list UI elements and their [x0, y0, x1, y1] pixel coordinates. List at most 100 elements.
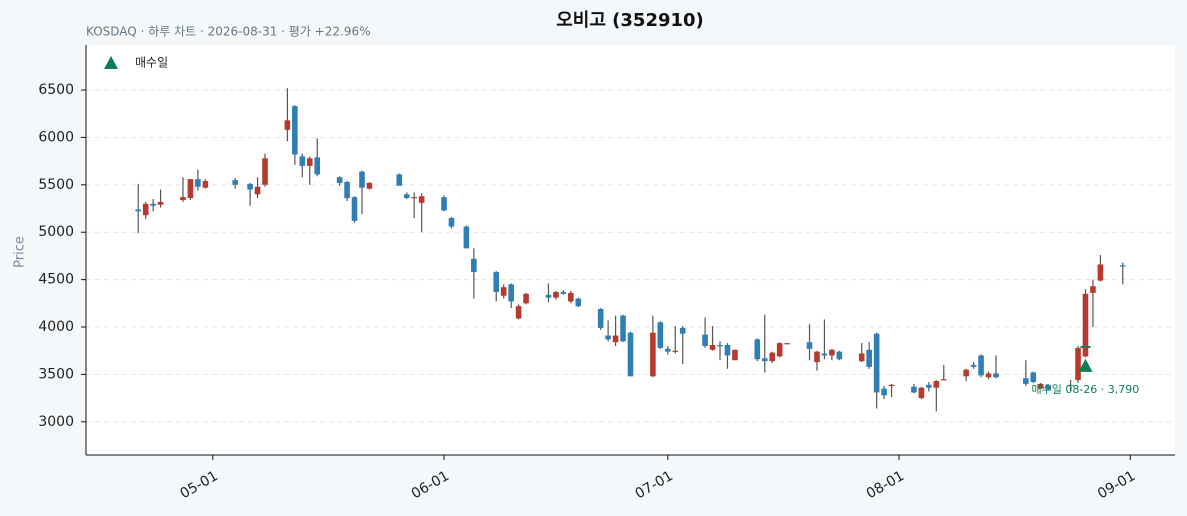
- candle-body: [918, 387, 925, 399]
- candle-body: [254, 186, 261, 195]
- x-tick-label: 07-01: [633, 468, 676, 502]
- candle-body: [545, 294, 552, 298]
- candle-body: [142, 203, 149, 216]
- candle-body: [418, 196, 425, 203]
- candle-body: [776, 343, 783, 357]
- candle-body: [664, 348, 671, 352]
- candle-body: [1090, 286, 1096, 293]
- candle-body: [403, 194, 410, 199]
- candle-body: [597, 309, 604, 328]
- candle-body: [963, 369, 969, 377]
- candles: [135, 88, 1126, 412]
- candle-body: [858, 353, 865, 362]
- candle-body: [568, 292, 574, 302]
- candle-body: [195, 179, 201, 187]
- y-tick-label: 4500: [38, 272, 74, 288]
- candle-body: [709, 345, 716, 350]
- y-tick-label: 3500: [38, 366, 74, 382]
- candle-body: [314, 157, 321, 175]
- candle-body: [605, 335, 611, 340]
- candle-body: [575, 298, 582, 307]
- candle-body: [814, 351, 820, 363]
- candle-body: [627, 332, 634, 377]
- candle-body: [553, 291, 559, 298]
- candle-body: [888, 384, 895, 387]
- candle-body: [202, 181, 209, 188]
- x-tick-label: 08-01: [864, 468, 907, 502]
- y-axis-label: Price: [13, 236, 28, 268]
- candle-body: [292, 106, 298, 155]
- plot-area: [86, 45, 1175, 455]
- candle-body: [1045, 384, 1051, 390]
- candle-body: [836, 351, 843, 360]
- candle-body: [769, 352, 776, 362]
- y-tick-label: 5000: [38, 224, 74, 240]
- legend-marker: [104, 56, 118, 69]
- candle-body: [866, 349, 872, 367]
- x-tick-label: 09-01: [1095, 468, 1138, 502]
- candle-body: [306, 158, 313, 166]
- candle-body: [657, 322, 664, 348]
- y-tick-label: 3000: [38, 414, 74, 430]
- candle-body: [1067, 384, 1074, 387]
- candle-body: [732, 349, 738, 361]
- candle-body: [150, 203, 156, 206]
- candle-body: [702, 334, 708, 346]
- candle-body: [933, 381, 940, 388]
- candle-body: [761, 358, 768, 362]
- candle-body: [978, 355, 984, 376]
- candle-body: [754, 339, 761, 360]
- y-tick-label: 5500: [38, 177, 74, 193]
- candle-body: [926, 384, 932, 388]
- x-tick-label: 05-01: [178, 468, 221, 502]
- candle-body: [336, 177, 343, 183]
- candle-body: [448, 218, 455, 227]
- candle-body: [411, 197, 417, 199]
- candle-body: [1119, 265, 1126, 267]
- candle-body: [299, 156, 306, 166]
- candle-body: [396, 174, 403, 186]
- candle-body: [187, 179, 194, 199]
- candle-body: [508, 284, 514, 302]
- candle-body: [366, 182, 373, 189]
- candle-body: [724, 345, 731, 356]
- candle-body: [262, 158, 268, 185]
- candle-body: [679, 327, 686, 334]
- candle-body: [717, 345, 723, 347]
- candle-body: [1023, 378, 1029, 384]
- candle-body: [784, 343, 790, 345]
- candle-body: [471, 258, 477, 273]
- buy-annotation: 매수일 08-26 · 3,790: [1031, 382, 1139, 396]
- x-tick-label: 06-01: [409, 468, 452, 502]
- candle-body: [881, 388, 887, 396]
- y-tick-label: 4000: [38, 319, 74, 335]
- candle-body: [911, 386, 917, 393]
- legend-label: 매수일: [135, 56, 168, 70]
- candle-body: [1030, 372, 1037, 383]
- candle-body: [463, 226, 470, 249]
- candle-body: [232, 180, 238, 185]
- y-tick-label: 6500: [38, 82, 74, 98]
- candle-body: [247, 183, 253, 190]
- candle-body: [873, 333, 880, 393]
- candle-body: [523, 293, 529, 304]
- candle-body: [672, 350, 679, 352]
- chart-title: 오비고 (352910): [556, 10, 704, 31]
- candle-body: [351, 197, 358, 221]
- candle-body: [359, 171, 365, 188]
- candle-body: [612, 335, 619, 343]
- candle-body: [441, 197, 447, 211]
- candle-body: [560, 291, 567, 294]
- candle-body: [515, 306, 522, 319]
- candle-body: [500, 287, 507, 296]
- candle-body: [493, 272, 500, 292]
- candle-body: [157, 201, 164, 205]
- y-tick-label: 6000: [38, 129, 74, 145]
- candle-body: [1097, 264, 1104, 281]
- candle-body: [821, 353, 828, 356]
- candle-body: [284, 120, 291, 130]
- candle-body: [940, 379, 947, 381]
- candle-body: [344, 181, 350, 199]
- candle-body: [650, 332, 656, 377]
